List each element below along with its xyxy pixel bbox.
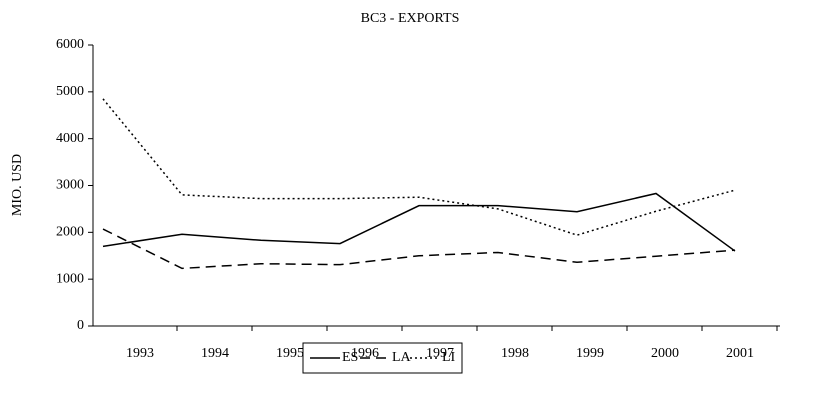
y-axis-label: MIO. USD xyxy=(10,154,25,216)
legend-label: ES xyxy=(342,350,358,365)
x-tick-label: 1999 xyxy=(576,346,604,361)
x-tick-label: 1998 xyxy=(501,346,529,361)
chart-title: BC3 - EXPORTS xyxy=(361,11,460,26)
legend-label: LA xyxy=(392,350,412,365)
y-tick-label: 3000 xyxy=(56,178,84,193)
legend-label: LI xyxy=(442,350,456,365)
series-line xyxy=(102,192,736,252)
y-tick-label: 4000 xyxy=(56,131,84,146)
legend-box xyxy=(302,342,463,374)
y-tick-label: 6000 xyxy=(56,37,84,52)
y-tick-label: 5000 xyxy=(56,84,84,99)
x-tick-label: 2000 xyxy=(651,346,679,361)
series-line xyxy=(102,98,736,236)
x-tick-label: 1994 xyxy=(201,346,229,361)
y-tick-label: 1000 xyxy=(56,271,84,286)
y-tick-label: 0 xyxy=(77,318,84,333)
x-tick-label: 1993 xyxy=(126,346,154,361)
x-tick-label: 1997 xyxy=(426,346,454,361)
series-line xyxy=(102,228,736,270)
y-tick-label: 2000 xyxy=(56,225,84,240)
x-tick-label: 1996 xyxy=(351,346,379,361)
x-tick-label: 2001 xyxy=(726,346,754,361)
x-tick-label: 1995 xyxy=(276,346,304,361)
